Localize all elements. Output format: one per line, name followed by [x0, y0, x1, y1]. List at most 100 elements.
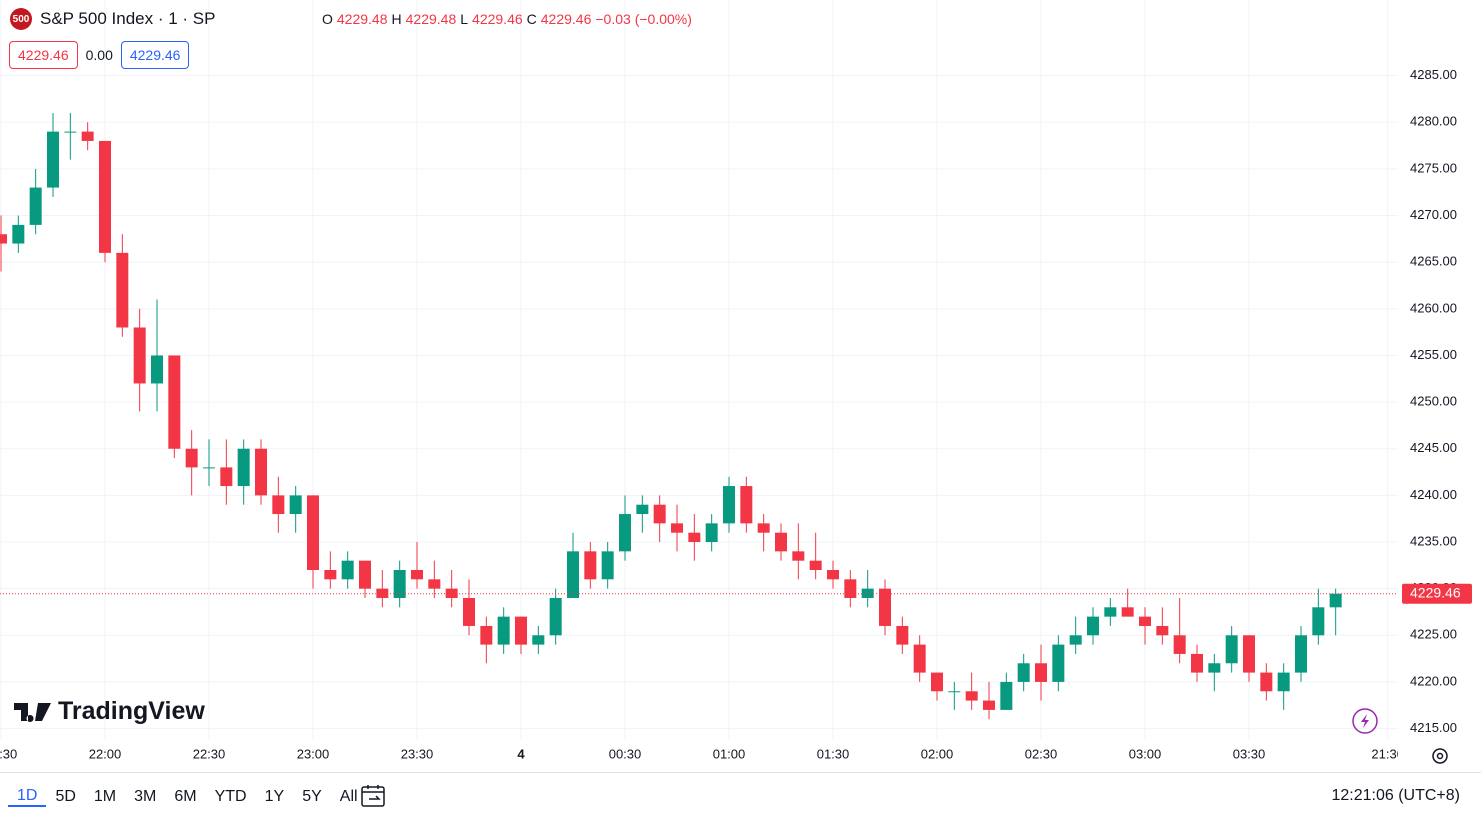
candle-body: [619, 514, 631, 552]
x-tick-label: 23:00: [297, 746, 330, 761]
candle-body: [1243, 635, 1255, 673]
value: 4229.46: [472, 11, 523, 27]
lightning-button[interactable]: [1351, 707, 1379, 735]
candle-body: [393, 569, 406, 598]
candle-body: [47, 131, 59, 188]
x-tick-label: 00:30: [609, 746, 642, 761]
y-tick-label: 4225.00: [1410, 627, 1457, 642]
candle-body: [775, 532, 787, 552]
candle-body: [81, 131, 94, 141]
last-price-box: [1402, 583, 1472, 604]
candle-body: [740, 486, 753, 524]
ohlc-legend: O 4229.48 H 4229.48 L 4229.46 C 4229.46 −0.0…: [322, 11, 692, 27]
candle-body: [809, 560, 822, 570]
candle-body: [1087, 616, 1099, 636]
range-button[interactable]: 1M: [93, 787, 117, 805]
candle-body: [601, 551, 614, 580]
x-tick-label: 02:30: [1025, 746, 1058, 761]
x-tick-label: 03:00: [1129, 746, 1162, 761]
candle-body: [168, 355, 181, 449]
bottom-toolbar: 1D 5D 1M 3M 6M YTD 1Y 5Y All 12:21:06 (UTC+8): [0, 772, 1481, 820]
y-tick-label: 4215.00: [1410, 720, 1457, 735]
candle-body: [1260, 672, 1273, 692]
x-tick-label: 21:30: [1371, 746, 1404, 761]
candle-body: [324, 569, 337, 580]
label: H: [391, 11, 402, 27]
candle-body: [549, 597, 562, 636]
candle-body: [844, 579, 857, 598]
candle-body: [1329, 593, 1342, 608]
y-tick-label: 4240.00: [1410, 487, 1457, 502]
chart: 21:30 22:00 22:30 23:00 23:30 4 00:30 01:00 01:3…: [0, 0, 1472, 761]
candle-body: [1277, 672, 1290, 692]
candle-body: [1069, 635, 1082, 645]
candle-body: [480, 625, 493, 645]
y-tick-label: 4245.00: [1410, 440, 1457, 455]
range-button[interactable]: 5D: [55, 787, 76, 805]
y-tick-label: 4265.00: [1410, 254, 1457, 269]
x-tick-label: 03:30: [1233, 746, 1266, 761]
candle-body: [12, 224, 25, 244]
range-button[interactable]: 1Y: [264, 787, 285, 805]
candle-body: [203, 467, 215, 469]
range-button[interactable]: 6M: [174, 787, 197, 805]
candle-body: [185, 448, 198, 468]
y-tick-label: 4220.00: [1410, 673, 1457, 688]
ask-box[interactable]: 4229.46: [120, 41, 190, 69]
candle-body: [1104, 607, 1117, 617]
candle-body: [272, 495, 285, 515]
candle-body: [1121, 607, 1134, 617]
candle-body: [151, 355, 163, 384]
candle-body: [1312, 607, 1325, 636]
candle-body: [497, 616, 510, 645]
range-button[interactable]: 3M: [134, 787, 157, 805]
range-button[interactable]: YTD: [214, 787, 247, 805]
range-button[interactable]: 1D: [8, 787, 47, 807]
candle-body: [965, 691, 978, 701]
candle-body: [688, 532, 701, 543]
candle-body: [1173, 635, 1186, 654]
spread: 0.00: [85, 47, 113, 63]
range-button[interactable]: All: [339, 787, 358, 805]
candle-body: [532, 635, 545, 645]
candle-body: [1156, 625, 1169, 636]
x-tick-label: 22:00: [89, 746, 122, 761]
x-tick-label: 01:00: [713, 746, 746, 761]
settings-button[interactable]: [1430, 746, 1450, 766]
candle-body: [1000, 681, 1013, 710]
candle-body: [64, 131, 77, 133]
candle-body: [983, 700, 995, 710]
symbol-header[interactable]: 500 S&P 500 Index · 1 · SP: [10, 8, 215, 30]
candle-body: [255, 448, 267, 496]
value: 4229.48: [336, 11, 388, 27]
x-tick-label: 23:30: [401, 746, 434, 761]
label: O: [322, 11, 333, 27]
value: 4229.46: [540, 11, 592, 27]
candle-body: [237, 448, 250, 487]
candle-body: [879, 588, 891, 626]
candle-body: [1035, 663, 1047, 682]
x-tick-label: 22:30: [193, 746, 226, 761]
candle-body: [636, 504, 649, 515]
candle-body: [463, 597, 475, 626]
candle-body: [1295, 635, 1307, 673]
range-button[interactable]: 5Y: [302, 787, 322, 805]
bid-box[interactable]: 4229.46: [9, 41, 78, 69]
candle-body: [913, 644, 926, 673]
candle-body: [376, 588, 389, 598]
candle-body: [931, 672, 943, 692]
candle-body: [827, 569, 839, 580]
y-tick-label: 4275.00: [1410, 160, 1457, 175]
x-tick-label: 4: [517, 746, 525, 761]
candle-body: [1191, 653, 1203, 673]
candle-body: [307, 495, 319, 570]
candle-body: [584, 551, 597, 580]
candle-body: [428, 579, 441, 589]
date-range-button[interactable]: [360, 783, 388, 809]
candle-body: [1139, 616, 1151, 626]
y-tick-label: 4280.00: [1410, 114, 1457, 129]
candle-body: [359, 560, 371, 589]
candle-body: [116, 252, 129, 328]
candle-body: [1052, 644, 1065, 682]
candle-body: [341, 560, 354, 580]
